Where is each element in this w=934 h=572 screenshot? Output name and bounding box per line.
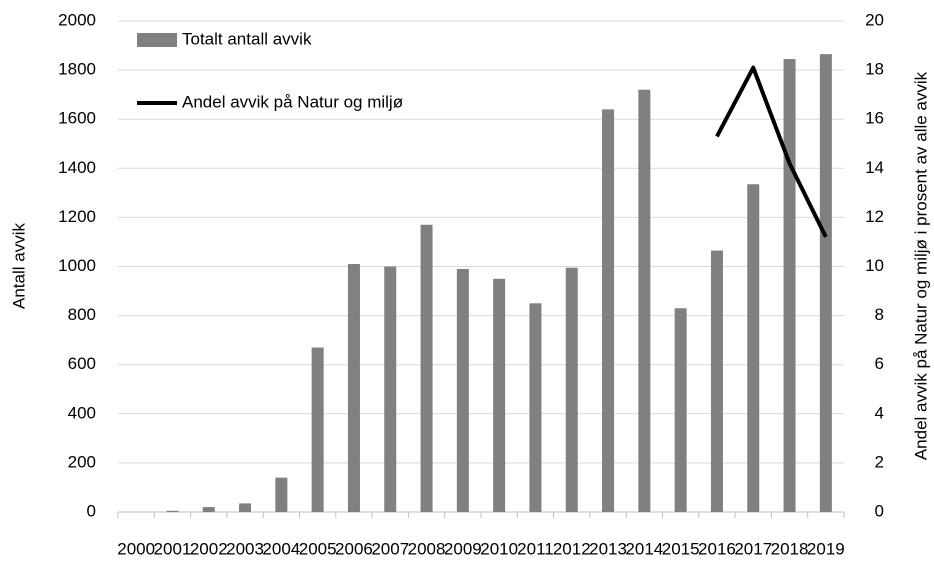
x-tick-label: 2011 <box>517 539 554 558</box>
x-tick-label: 2017 <box>734 539 772 558</box>
x-tick-label: 2018 <box>771 539 809 558</box>
y2-tick-label: 16 <box>865 109 884 128</box>
line <box>715 65 828 238</box>
x-tick-label: 2003 <box>226 539 264 558</box>
y2-tick-label: 12 <box>865 207 884 226</box>
y2-tick-label: 20 <box>865 10 884 29</box>
bar <box>565 267 578 512</box>
bar <box>819 54 832 513</box>
bar <box>456 268 469 512</box>
y2-tick-label: 18 <box>865 60 884 79</box>
bar <box>529 303 542 512</box>
bar <box>602 109 615 512</box>
x-tick-label: 2009 <box>444 539 482 558</box>
x-tick-label: 2000 <box>117 539 155 558</box>
y-tick-label: 1800 <box>58 60 96 79</box>
y2-axis-title: Andel avvik på Natur og miljø i prosent … <box>911 71 930 460</box>
bar <box>747 184 760 512</box>
x-tick-label: 2002 <box>190 539 228 558</box>
y-tick-label: 1400 <box>58 158 96 177</box>
y-tick-label: 1000 <box>58 256 96 275</box>
y2-tick-label: 0 <box>875 501 884 520</box>
y-tick-label: 0 <box>87 501 96 520</box>
bar <box>311 347 324 512</box>
x-tick-label: 2006 <box>335 539 373 558</box>
x-tick-label: 2004 <box>262 539 300 558</box>
bar <box>493 278 506 512</box>
y2-tick-label: 2 <box>875 452 884 471</box>
bar <box>384 266 397 512</box>
bar <box>275 477 288 512</box>
bar <box>674 308 687 512</box>
bar <box>638 89 651 513</box>
legend-label: Totalt antall avvik <box>182 29 312 48</box>
y-tick-label: 2000 <box>58 10 96 29</box>
bar <box>202 507 215 512</box>
bar <box>420 224 433 512</box>
x-tick-label: 2001 <box>154 539 192 558</box>
y-axis-title: Antall avvik <box>9 223 28 309</box>
x-tick-label: 2010 <box>480 539 518 558</box>
y-tick-label: 800 <box>68 305 96 324</box>
y-tick-label: 1200 <box>58 207 96 226</box>
y2-tick-label: 10 <box>865 256 884 275</box>
bar <box>166 510 179 512</box>
bar <box>239 503 252 512</box>
y2-tick-label: 8 <box>875 305 884 324</box>
legend-label: Andel avvik på Natur og miljø <box>182 92 403 111</box>
y2-tick-label: 14 <box>865 158 884 177</box>
x-tick-label: 2013 <box>589 539 627 558</box>
y-tick-label: 600 <box>68 354 96 373</box>
x-tick-label: 2005 <box>299 539 337 558</box>
x-tick-label: 2016 <box>698 539 736 558</box>
y-tick-label: 200 <box>68 452 96 471</box>
y-tick-label: 400 <box>68 403 96 422</box>
bar <box>783 59 796 513</box>
x-tick-label: 2008 <box>408 539 446 558</box>
x-tick-label: 2015 <box>662 539 700 558</box>
legend-swatch <box>137 33 177 47</box>
y2-tick-label: 6 <box>875 354 884 373</box>
y-tick-label: 1600 <box>58 109 96 128</box>
x-tick-label: 2007 <box>371 539 409 558</box>
bar <box>710 250 723 513</box>
bar <box>347 264 360 512</box>
y2-tick-label: 4 <box>875 403 884 422</box>
x-tick-label: 2019 <box>807 539 845 558</box>
x-tick-label: 2012 <box>553 539 591 558</box>
x-tick-label: 2014 <box>625 539 663 558</box>
